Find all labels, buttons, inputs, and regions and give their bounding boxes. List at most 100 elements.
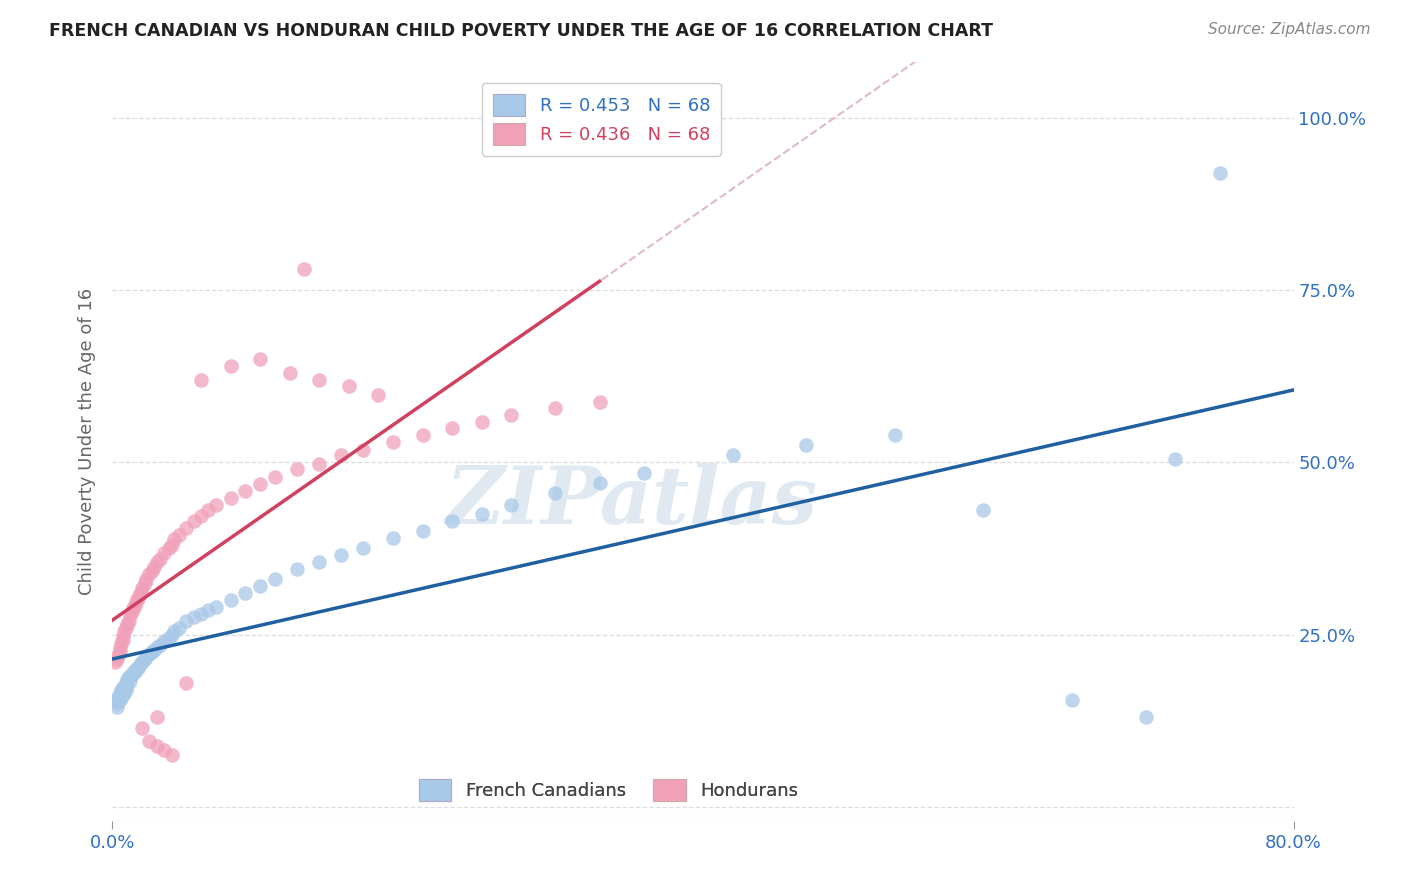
- Point: [157, 631, 180, 645]
- Point: [111, 633, 134, 648]
- Point: [121, 667, 143, 681]
- Point: [285, 462, 308, 476]
- Point: [249, 351, 271, 366]
- Point: [1164, 451, 1187, 466]
- Point: [219, 359, 242, 373]
- Text: ZIPatlas: ZIPatlas: [446, 464, 818, 541]
- Point: [125, 662, 148, 676]
- Point: [544, 486, 567, 500]
- Point: [105, 699, 128, 714]
- Point: [174, 521, 197, 535]
- Point: [190, 372, 212, 386]
- Point: [107, 690, 129, 704]
- Point: [120, 674, 142, 689]
- Point: [249, 579, 271, 593]
- Point: [127, 660, 149, 674]
- Point: [129, 584, 152, 599]
- Point: [160, 538, 183, 552]
- Point: [129, 657, 152, 671]
- Point: [183, 514, 205, 528]
- Point: [111, 629, 134, 643]
- Point: [131, 655, 153, 669]
- Point: [197, 603, 219, 617]
- Point: [108, 645, 131, 659]
- Point: [163, 533, 186, 547]
- Y-axis label: Child Poverty Under the Age of 16: Child Poverty Under the Age of 16: [77, 288, 96, 595]
- Point: [330, 448, 353, 462]
- Point: [441, 514, 464, 528]
- Text: Source: ZipAtlas.com: Source: ZipAtlas.com: [1208, 22, 1371, 37]
- Point: [411, 427, 433, 442]
- Point: [124, 599, 146, 613]
- Point: [153, 743, 176, 757]
- Point: [141, 645, 163, 659]
- Point: [131, 721, 153, 735]
- Point: [205, 498, 228, 512]
- Point: [153, 546, 176, 560]
- Point: [884, 427, 907, 442]
- Point: [249, 477, 271, 491]
- Point: [114, 675, 136, 690]
- Legend: French Canadians, Hondurans: French Canadians, Hondurans: [408, 768, 808, 812]
- Point: [796, 438, 818, 452]
- Point: [163, 624, 186, 639]
- Point: [441, 421, 464, 435]
- Point: [367, 387, 389, 401]
- Point: [219, 491, 242, 505]
- Point: [721, 448, 744, 462]
- Point: [190, 607, 212, 621]
- Point: [160, 627, 183, 641]
- Point: [110, 636, 132, 650]
- Point: [501, 498, 523, 512]
- Point: [120, 669, 142, 683]
- Point: [470, 415, 494, 429]
- Point: [411, 524, 433, 538]
- Point: [111, 681, 134, 696]
- Point: [105, 651, 128, 665]
- Point: [470, 507, 494, 521]
- Point: [104, 655, 127, 669]
- Point: [122, 601, 145, 615]
- Point: [112, 624, 135, 639]
- Point: [128, 588, 150, 602]
- Point: [292, 262, 315, 277]
- Point: [190, 508, 212, 523]
- Point: [117, 673, 138, 687]
- Point: [108, 693, 131, 707]
- Point: [330, 548, 353, 563]
- Point: [197, 503, 219, 517]
- Point: [1062, 693, 1084, 707]
- Point: [382, 531, 405, 545]
- Point: [114, 621, 136, 635]
- Point: [128, 658, 150, 673]
- Point: [588, 394, 610, 409]
- Point: [308, 457, 330, 471]
- Point: [233, 484, 256, 499]
- Point: [112, 686, 135, 700]
- Point: [183, 610, 205, 624]
- Point: [382, 434, 405, 449]
- Point: [146, 739, 169, 754]
- Point: [219, 593, 242, 607]
- Point: [544, 401, 567, 416]
- Point: [135, 649, 157, 664]
- Point: [308, 372, 330, 386]
- Point: [352, 442, 374, 457]
- Point: [264, 470, 287, 484]
- Point: [118, 670, 141, 684]
- Point: [149, 638, 172, 652]
- Point: [149, 551, 172, 566]
- Point: [233, 586, 256, 600]
- Point: [108, 641, 131, 656]
- Point: [285, 562, 308, 576]
- Point: [107, 648, 129, 663]
- Point: [110, 690, 132, 705]
- Point: [146, 640, 169, 654]
- Point: [118, 614, 141, 628]
- Point: [141, 564, 163, 578]
- Point: [973, 503, 995, 517]
- Point: [278, 366, 301, 380]
- Point: [633, 466, 655, 480]
- Point: [160, 748, 183, 763]
- Point: [104, 693, 127, 707]
